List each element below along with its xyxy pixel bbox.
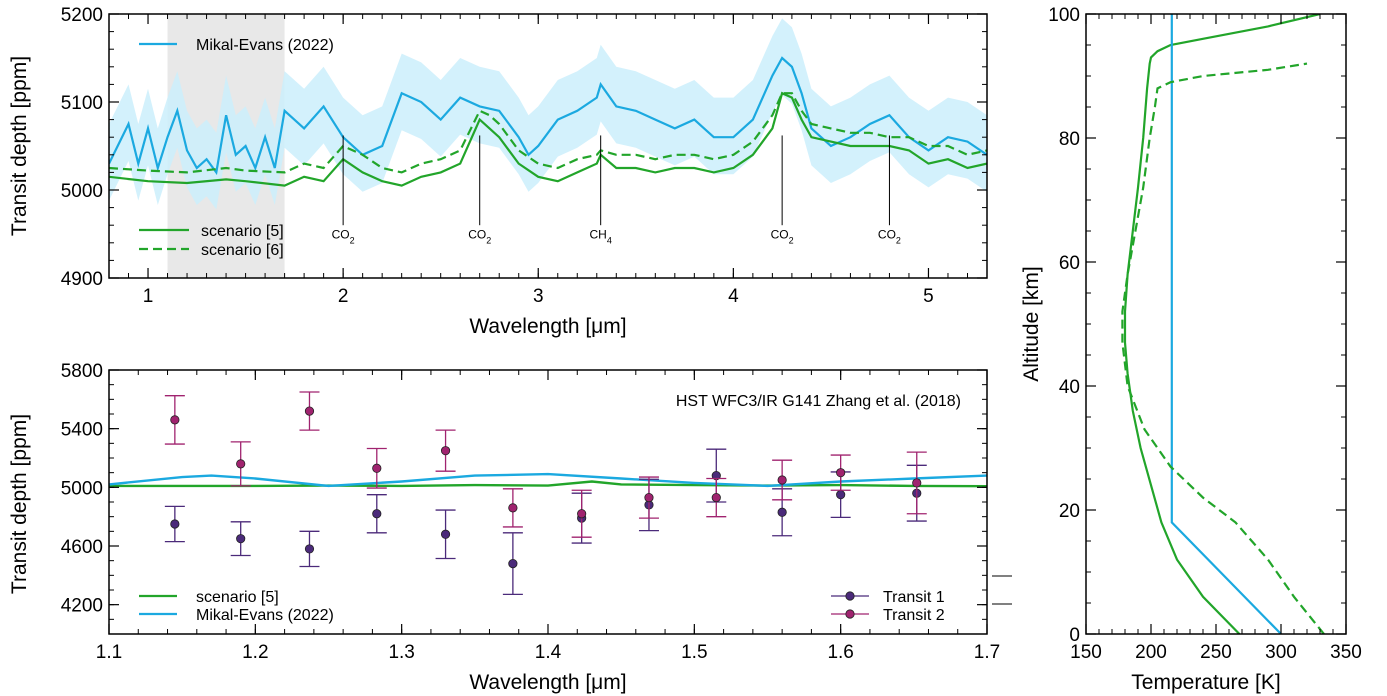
data-point-transit-2 — [170, 415, 180, 425]
data-point-transit-2 — [836, 468, 846, 478]
legend-label-mikal: Mikal-Evans (2022) — [196, 37, 334, 54]
x-tick-label: 2 — [338, 286, 349, 307]
data-point-transit-1 — [236, 534, 246, 544]
y-tick-label: 0 — [1069, 625, 1080, 646]
annotation-subscript: 2 — [789, 235, 794, 245]
data-point-transit-1 — [304, 544, 315, 554]
annotation-text: CO — [771, 227, 789, 241]
annotation-text: CO — [468, 227, 486, 241]
data-point-transit-2 — [440, 446, 451, 456]
y-tick-label: 20 — [1059, 501, 1080, 522]
series-line-scenario-5- — [109, 91, 987, 187]
x-tick-label: 4 — [728, 286, 739, 307]
legend-swatch-point-t1 — [845, 591, 855, 601]
x-tick-label: 1.6 — [827, 642, 853, 663]
legend-label-s5: scenario [5] — [196, 589, 279, 606]
data-point-transit-1 — [170, 519, 180, 529]
legend-label-t1: Transit 1 — [883, 589, 945, 606]
x-tick-label: 5 — [923, 286, 934, 307]
plot-area — [109, 14, 987, 278]
y-tick-label: 4600 — [61, 537, 103, 558]
data-point-transit-1 — [508, 558, 518, 569]
y-tick-label: 5000 — [61, 478, 103, 499]
x-tick-label: 3 — [533, 286, 544, 307]
data-point-transit-2 — [711, 492, 721, 503]
x-tick-label: 250 — [1200, 642, 1232, 663]
axis-label: Temperature [K] — [1131, 671, 1280, 694]
series-line-mikal-evans-2022- — [109, 56, 987, 176]
data-point-transit-2 — [777, 475, 787, 485]
x-tick-label: 1.1 — [96, 642, 122, 663]
y-tick-label: 5200 — [61, 5, 103, 26]
axis-label: Wavelength [μm] — [469, 315, 626, 338]
data-point-transit-1 — [440, 529, 451, 539]
y-tick-label: 80 — [1059, 129, 1080, 150]
axis-label: Wavelength [μm] — [469, 671, 626, 694]
hst-panel: 1.1 1.2 1.3 1.4 1.5 1.6 1.7 4200 4600 5000 5400 580… — [8, 361, 1012, 694]
annotation-subscript: 4 — [607, 235, 612, 245]
axis-label: Transit depth [ppm] — [8, 414, 31, 594]
x-tick-label: 300 — [1265, 642, 1297, 663]
legend-label-s6: scenario [6] — [201, 242, 284, 259]
annotation-text: CO — [332, 227, 350, 241]
data-point-transit-1 — [372, 509, 382, 519]
x-tick-label: 1.4 — [535, 642, 562, 663]
series-line-scenario-6- — [109, 92, 987, 174]
legend-label-s5: scenario [5] — [201, 223, 284, 240]
uncertainty-band — [109, 18, 987, 210]
annotation-label: CH4 — [590, 227, 612, 245]
profile-line-scenario-5- — [1123, 14, 1321, 634]
data-point-transit-2 — [508, 503, 518, 513]
axis-label: Altitude [km] — [1020, 266, 1043, 382]
panel-title: HST WFC3/IR G141 Zhang et al. (2018) — [676, 393, 961, 410]
y-tick-label: 5400 — [61, 420, 103, 441]
annotation-subscript: 2 — [350, 235, 355, 245]
data-point-transit-2 — [644, 492, 654, 503]
plot-frame — [108, 13, 988, 279]
legend-label-t2: Transit 2 — [883, 607, 945, 624]
x-tick-label: 200 — [1135, 642, 1167, 663]
annotation-subscript: 2 — [486, 235, 491, 245]
x-tick-label: 1.3 — [388, 642, 414, 663]
data-point-transit-2 — [304, 406, 315, 416]
profile-line-mikal-evans-2022- — [1170, 14, 1282, 634]
y-tick-label: 5100 — [61, 93, 103, 114]
annotation-label: CO2 — [878, 227, 901, 245]
annotation-label: CO2 — [771, 227, 794, 245]
data-point-transit-1 — [777, 507, 787, 517]
x-tick-label: 1.7 — [974, 642, 1000, 663]
data-point-transit-1 — [836, 490, 846, 500]
y-tick-label: 5000 — [61, 181, 103, 202]
y-tick-label: 4900 — [61, 269, 103, 290]
legend-label-mikal: Mikal-Evans (2022) — [196, 607, 334, 624]
x-tick-label: 150 — [1070, 642, 1102, 663]
y-tick-label: 100 — [1048, 5, 1080, 26]
temperature-profile-panel: 150 200 250 300 350 0 20 40 60 80 100 Temperature [… — [1020, 5, 1362, 694]
annotation-label: CO2 — [332, 227, 355, 245]
y-tick-label: 40 — [1059, 377, 1080, 398]
axis-label: Transit depth [ppm] — [8, 56, 31, 236]
annotation-label: CO2 — [468, 227, 491, 245]
y-tick-label: 4200 — [61, 596, 103, 617]
data-point-transit-2 — [236, 459, 246, 469]
plot-area — [109, 391, 987, 596]
annotation-subscript: 2 — [896, 235, 901, 245]
annotation-text: CO — [878, 227, 896, 241]
data-point-transit-2 — [577, 509, 587, 519]
legend-swatch-point-t2 — [845, 609, 855, 619]
model-line-mikal-evans-2022- — [109, 472, 987, 488]
data-point-transit-2 — [912, 478, 922, 488]
y-tick-label: 5800 — [61, 361, 103, 382]
plot-area — [1121, 14, 1325, 634]
y-tick-label: 60 — [1059, 253, 1080, 274]
x-tick-label: 1.5 — [681, 642, 707, 663]
x-tick-label: 1.2 — [242, 642, 268, 663]
x-tick-label: 1 — [143, 286, 154, 307]
annotation-text: CH — [590, 227, 607, 241]
profile-line-scenario-6- — [1121, 62, 1325, 634]
data-point-transit-2 — [372, 463, 382, 473]
x-tick-label: 350 — [1330, 642, 1362, 663]
